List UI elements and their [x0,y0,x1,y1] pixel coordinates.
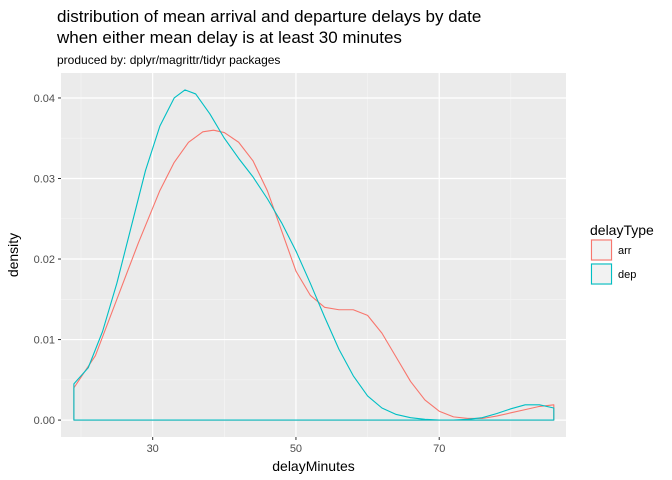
y-tick-label: 0.04 [34,93,55,105]
x-axis-title: delayMinutes [272,458,355,474]
y-axis-title: density [5,233,21,277]
plot-panel [61,73,566,437]
legend-key-arr [590,239,613,261]
legend-key-bg-dep [590,263,613,285]
density-outline-arr [73,129,555,421]
legend-key-dep [590,263,613,285]
legend-label-arr: arr [618,245,632,257]
series-layer [73,89,555,421]
y-tick-label: 0.02 [34,254,55,266]
x-tick-label: 30 [147,443,159,455]
legend-title: delayType [590,222,654,238]
y-tick-label: 0.00 [34,415,55,427]
legend: delayType arr dep [590,222,654,285]
chart-title-line-2: when either mean delay is at least 30 mi… [57,28,402,47]
chart-title-block: distribution of mean arrival and departu… [57,6,481,67]
axes-layer: 30 50 70 0.00 0.01 0.02 0.03 0.04 [34,93,446,455]
x-tick-label: 50 [290,443,302,455]
chart-subtitle: produced by: dplyr/magrittr/tidyr packag… [57,53,281,67]
legend-label-dep: dep [618,269,636,281]
legend-key-bg-arr [590,239,613,261]
density-outline-dep [73,89,555,421]
y-tick-label: 0.01 [34,335,55,347]
x-tick-label: 70 [433,443,445,455]
chart-title-line-1: distribution of mean arrival and departu… [57,7,482,26]
y-tick-label: 0.03 [34,173,55,185]
grid-minor [61,73,566,437]
